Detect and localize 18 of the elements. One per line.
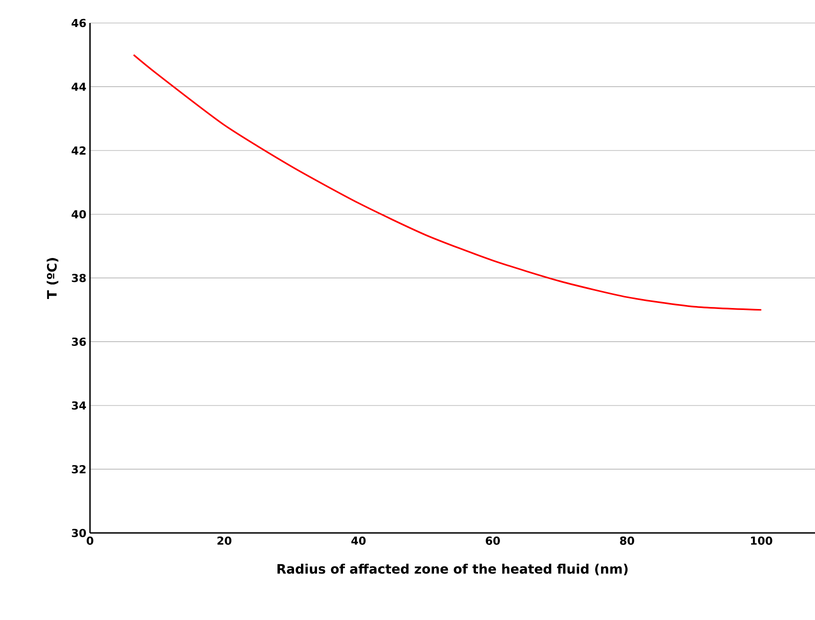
x-tick-label: 0 (86, 536, 94, 545)
x-tick-label: 80 (620, 536, 634, 545)
x-tick-label: 40 (351, 536, 366, 545)
y-tick-label: 46 (72, 18, 86, 28)
y-tick-label: 44 (72, 82, 86, 91)
y-tick-label: 30 (72, 528, 86, 538)
y-tick-label: 36 (72, 338, 86, 346)
y-axis-title: T (ºC) (46, 258, 58, 299)
y-tick-label: 40 (72, 210, 86, 218)
x-tick-label: 20 (217, 536, 232, 545)
x-axis-title: Radius of affacted zone of the heated fluid (nm) (277, 564, 628, 576)
line-series (132, 54, 762, 311)
y-tick-label: 34 (72, 401, 86, 410)
y-tick-label: 42 (72, 146, 86, 155)
y-tick-label: 38 (72, 274, 86, 282)
x-tick-label: 100 (751, 536, 772, 545)
y-tick-label: 32 (72, 465, 86, 474)
x-tick-label: 60 (486, 536, 500, 545)
